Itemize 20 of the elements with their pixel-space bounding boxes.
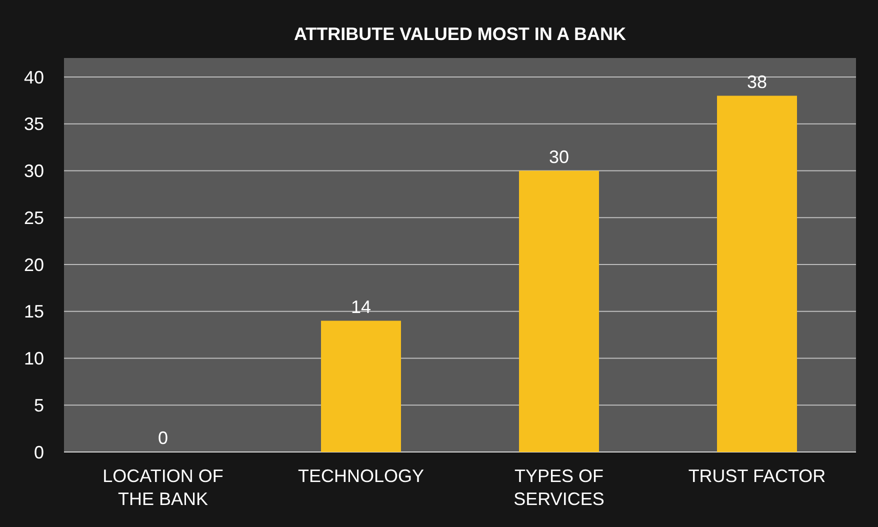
x-tick-label: TECHNOLOGY — [298, 466, 424, 486]
data-label: 38 — [746, 72, 768, 92]
y-tick-label: 0 — [34, 442, 44, 462]
data-label: 0 — [158, 428, 168, 448]
data-label: 30 — [548, 146, 570, 167]
y-tick-label: 15 — [24, 302, 44, 322]
y-tick-label: 30 — [24, 161, 44, 182]
y-tick-label: 40 — [24, 67, 44, 88]
x-tick-label: TYPES OF SERVICES — [514, 466, 604, 509]
y-tick-label: 25 — [24, 208, 44, 228]
y-tick-label: 35 — [24, 114, 44, 134]
bar — [321, 320, 401, 452]
y-tick-label: 5 — [34, 395, 44, 416]
x-tick-label: TRUST FACTOR — [688, 466, 826, 486]
x-tick-label: LOCATION OF THE BANK — [102, 466, 224, 509]
chart-title: ATTRIBUTE VALUED MOST IN A BANK — [294, 24, 626, 44]
bar — [519, 170, 599, 452]
y-tick-label: 20 — [24, 254, 44, 275]
y-tick-label: 10 — [24, 348, 44, 369]
bar — [717, 96, 797, 452]
